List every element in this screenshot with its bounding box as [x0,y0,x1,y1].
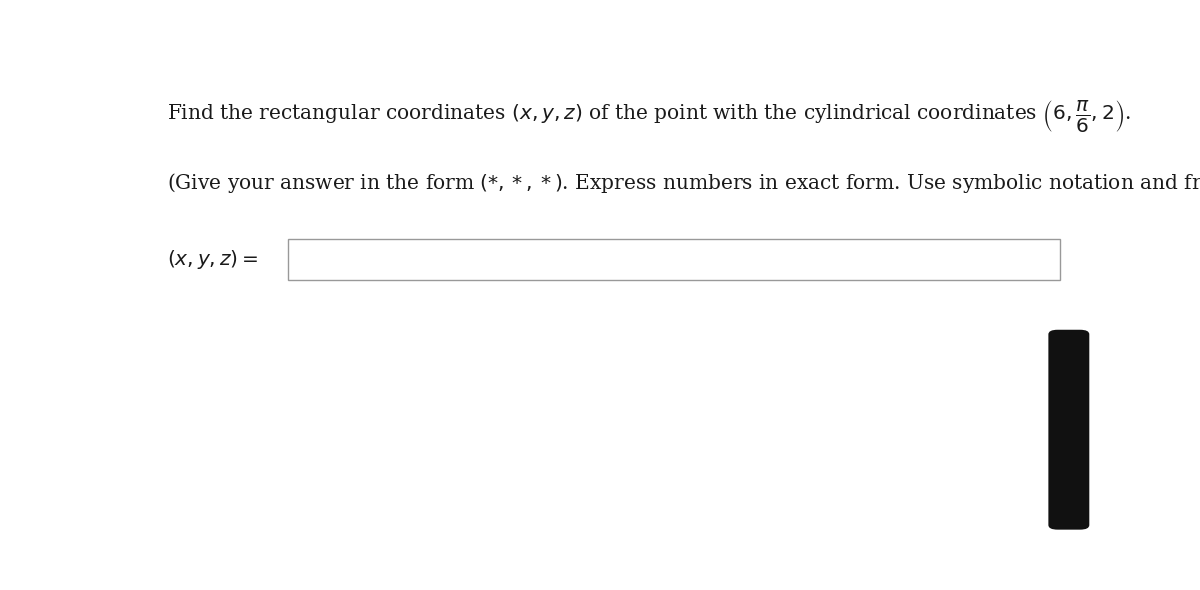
Text: $(x, y, z) =$: $(x, y, z) =$ [167,248,258,271]
Text: Find the rectangular coordinates $(x, y, z)$ of the point with the cylindrical c: Find the rectangular coordinates $(x, y,… [167,98,1130,134]
Text: (Give your answer in the form $(*, *, *)$. Express numbers in exact form. Use sy: (Give your answer in the form $(*, *, *)… [167,171,1200,195]
FancyBboxPatch shape [1049,330,1090,530]
FancyBboxPatch shape [288,239,1060,280]
